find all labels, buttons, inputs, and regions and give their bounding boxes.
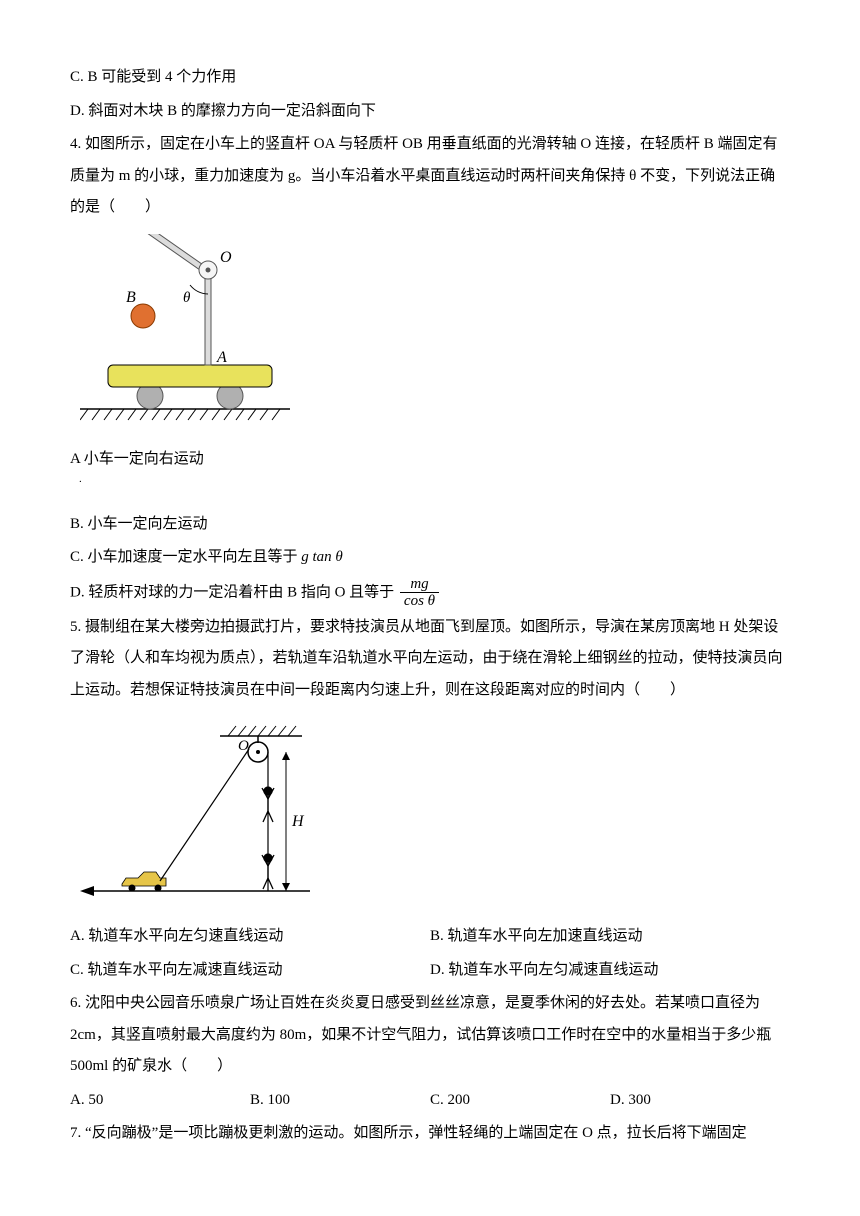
q5-row-cd: C. 轨道车水平向左减速直线运动 D. 轨道车水平向左匀减速直线运动 [70, 955, 790, 987]
q4-optD: D. 轻质杆对球的力一定沿着杆由 B 指向 O 且等于 mg cos θ [70, 576, 790, 610]
q5-optC: C. 轨道车水平向左减速直线运动 [70, 955, 430, 987]
q7-stem: 7. “反向蹦极”是一项比蹦极更刺激的运动。如图所示，弹性轻绳的上端固定在 O … [70, 1118, 790, 1150]
q5-label-H: H [291, 813, 305, 830]
q3-optD: D. 斜面对木块 B 的摩擦力方向一定沿斜面向下 [70, 96, 790, 128]
q4-label-B: B [126, 289, 136, 306]
q5-stem: 5. 摄制组在某大楼旁边拍摄武打片，要求特技演员从地面飞到屋顶。如图所示，导演在… [70, 612, 790, 707]
q5-optB: B. 轨道车水平向左加速直线运动 [430, 921, 790, 953]
q3-optC: C. B 可能受到 4 个力作用 [70, 62, 790, 94]
q4-label-O: O [220, 249, 232, 266]
q5-row-ab: A. 轨道车水平向左匀速直线运动 B. 轨道车水平向左加速直线运动 [70, 921, 790, 953]
q6-optA: A. 50 [70, 1085, 250, 1117]
q4-optB: B. 小车一定向左运动 [70, 509, 790, 541]
q6-optB: B. 100 [250, 1085, 430, 1117]
q4-label-theta: θ [183, 290, 191, 306]
q4-label-A: A [216, 349, 227, 366]
q4-stem: 4. 如图所示，固定在小车上的竖直杆 OA 与轻质杆 OB 用垂直纸面的光滑转轴… [70, 129, 790, 224]
q4-optC: C. 小车加速度一定水平向左且等于 g tan θ [70, 542, 790, 574]
fraction-mg-costheta: mg cos θ [400, 576, 439, 610]
q5-figure: O [80, 716, 790, 911]
q5-optA: A. 轨道车水平向左匀速直线运动 [70, 921, 430, 953]
q5-optD: D. 轨道车水平向左匀减速直线运动 [430, 955, 790, 987]
q6-stem: 6. 沈阳中央公园音乐喷泉广场让百姓在炎炎夏日感受到丝丝凉意，是夏季休闲的好去处… [70, 988, 790, 1083]
q6-options: A. 50 B. 100 C. 200 D. 300 [70, 1085, 790, 1117]
q6-optD: D. 300 [610, 1085, 790, 1117]
q4-figure: O B A θ [80, 234, 790, 434]
q6-optC: C. 200 [430, 1085, 610, 1117]
car-icon [122, 872, 166, 892]
q4-optA: A 小车一定向右运动 . [70, 444, 790, 507]
